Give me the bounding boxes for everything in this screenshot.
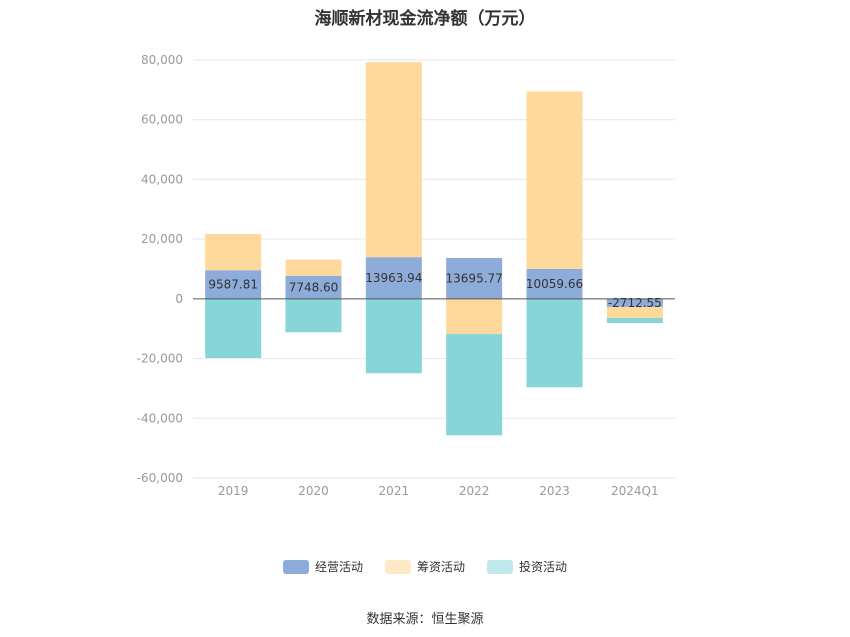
x-tick-label: 2022 xyxy=(459,484,490,498)
bar-financing[interactable] xyxy=(365,62,422,258)
data-label: 9587.81 xyxy=(208,278,258,292)
legend-item-operating[interactable]: 经营活动 xyxy=(282,558,363,575)
x-tick-label: 2021 xyxy=(379,484,410,498)
data-label: 10059.66 xyxy=(526,277,583,291)
bar-financing[interactable] xyxy=(526,91,583,269)
bar-financing[interactable] xyxy=(285,259,342,276)
bar-operating[interactable] xyxy=(365,257,422,299)
bar-financing[interactable] xyxy=(446,298,503,335)
y-tick-label: 60,000 xyxy=(141,113,183,127)
bar-investing[interactable] xyxy=(285,298,342,333)
bar-investing[interactable] xyxy=(446,334,503,436)
y-tick-label: 80,000 xyxy=(141,53,183,67)
y-axis: 80,000 60,000 40,000 20,000 0 -20,000 -40,000 -… xyxy=(137,53,183,485)
bar-operating[interactable] xyxy=(446,257,503,299)
chart-title: 海顺新材现金流净额（万元） xyxy=(314,9,536,29)
bar-financing[interactable] xyxy=(205,234,262,271)
data-label: 13695.77 xyxy=(446,271,503,285)
y-tick-label: 40,000 xyxy=(141,172,183,186)
y-tick-label: -40,000 xyxy=(137,411,183,425)
x-axis: 2019 2020 2021 2022 2023 2024Q1 xyxy=(218,484,659,498)
source-note: 数据来源：恒生聚源 xyxy=(366,612,484,627)
bar-investing[interactable] xyxy=(606,318,663,324)
legend-item-investing[interactable]: 投资活动 xyxy=(487,558,567,575)
bar-financing[interactable] xyxy=(606,306,663,319)
x-tick-label: 2024Q1 xyxy=(611,484,659,498)
legend-label-financing: 筹资活动 xyxy=(416,560,465,574)
legend-swatch-investing xyxy=(487,559,513,574)
bar-investing[interactable] xyxy=(526,298,583,388)
data-label: 13963.94 xyxy=(365,271,422,285)
y-tick-label: 20,000 xyxy=(141,232,183,246)
bar-operating[interactable] xyxy=(205,270,262,299)
y-tick-label: -60,000 xyxy=(137,471,183,485)
legend-swatch-financing xyxy=(384,559,411,574)
bar-investing[interactable] xyxy=(205,298,262,358)
y-tick-label: -20,000 xyxy=(137,352,183,366)
data-labels: 9587.81 7748.60 13963.94 13695.77 10059.66 -2… xyxy=(208,271,661,310)
x-tick-label: 2020 xyxy=(298,484,329,498)
data-label: -2712.55 xyxy=(608,296,662,310)
x-tick-label: 2023 xyxy=(539,484,570,498)
bar-operating[interactable] xyxy=(606,298,663,307)
bar-operating[interactable] xyxy=(285,275,342,299)
legend-item-financing[interactable]: 筹资活动 xyxy=(384,558,465,575)
grid-lines xyxy=(193,59,675,479)
legend: 经营活动 筹资活动 投资活动 xyxy=(0,558,850,575)
legend-swatch-operating xyxy=(282,559,309,574)
data-label: 7748.60 xyxy=(289,280,339,294)
legend-label-investing: 投资活动 xyxy=(519,560,568,574)
bar-investing[interactable] xyxy=(365,298,422,374)
x-tick-label: 2019 xyxy=(218,484,249,498)
legend-label-operating: 经营活动 xyxy=(314,560,363,574)
y-tick-label: 0 xyxy=(175,292,183,306)
bars xyxy=(205,62,663,436)
bar-operating[interactable] xyxy=(526,268,583,299)
